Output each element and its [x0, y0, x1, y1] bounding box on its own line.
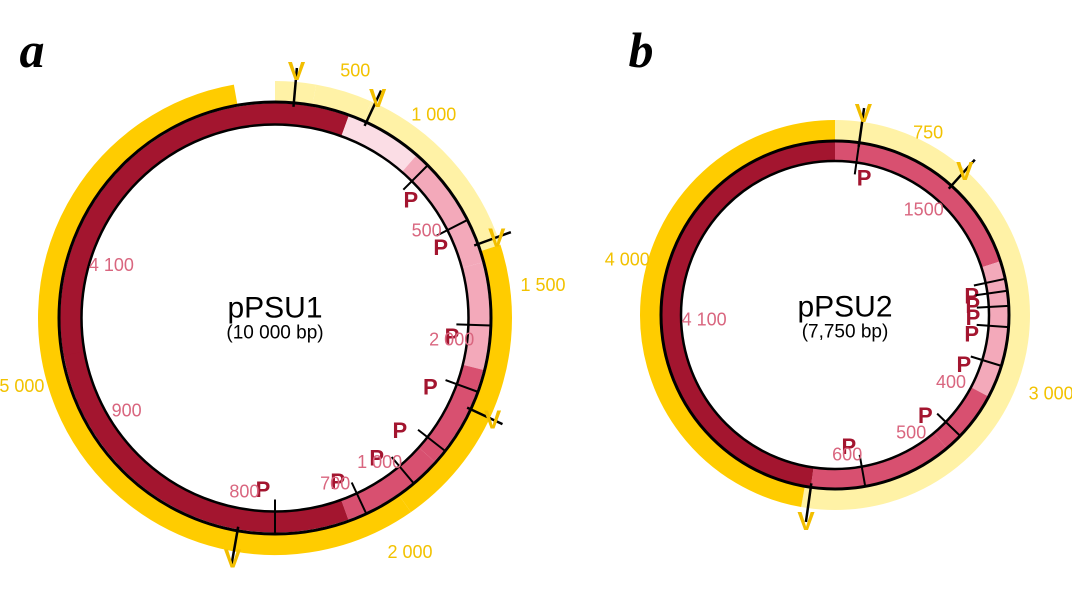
p-site-label: P: [433, 235, 448, 260]
p-site-tick: [445, 379, 479, 393]
plasmid-size: (10 000 bp): [226, 323, 323, 344]
inner-ring-segment: [340, 116, 416, 173]
inner-segment-label: 4 100: [682, 310, 727, 330]
p-site-label: P: [841, 434, 856, 459]
v-site-label: V: [797, 506, 815, 536]
inner-ring-segment: [461, 262, 490, 370]
v-site-tick: [947, 158, 976, 190]
v-site-tick: [857, 107, 866, 147]
outer-segment-label: 500: [340, 61, 370, 81]
inner-ring-segment: [274, 499, 349, 533]
inner-segment-label: 900: [112, 401, 142, 421]
p-site-label: P: [964, 322, 979, 347]
p-site-tick: [390, 456, 415, 485]
v-site-tick: [804, 483, 813, 523]
inner-segment-label: 500: [896, 422, 926, 442]
v-site-label: V: [956, 156, 974, 186]
v-site-tick: [473, 230, 512, 247]
inner-segment-label: 600: [832, 445, 862, 465]
plasmid-size: (7,750 bp): [802, 322, 889, 343]
v-site-label: V: [488, 222, 506, 252]
outer-ring-segment: [640, 120, 836, 508]
panel-letter: b: [629, 22, 654, 78]
p-site-label: P: [857, 166, 872, 191]
p-site-label: P: [965, 293, 980, 318]
plasmid-name: pPSU1: [227, 292, 322, 325]
panel-letter: a: [20, 22, 45, 78]
inner-ring-segment: [661, 141, 836, 488]
inner-segment-label: 500: [412, 221, 442, 241]
p-site-label: P: [956, 352, 971, 377]
outer-ring-segment: [312, 84, 372, 122]
inner-ring-segment: [418, 364, 484, 462]
v-site-label: V: [369, 83, 387, 113]
v-site-label: V: [855, 98, 873, 128]
p-site-tick: [976, 323, 1009, 329]
p-site-tick: [970, 355, 1002, 367]
p-site-label: P: [918, 403, 933, 428]
p-site-tick: [417, 428, 446, 452]
p-site-label: P: [369, 446, 384, 471]
outer-segment-label: 1 500: [520, 275, 565, 295]
inner-ring-segment: [810, 432, 947, 489]
inner-segment-label: 800: [229, 481, 259, 501]
v-site-tick: [230, 526, 240, 566]
inner-segment-label: 400: [936, 372, 966, 392]
inner-ring-segment: [834, 141, 1001, 268]
p-site-label: P: [445, 324, 460, 349]
p-site-tick: [436, 219, 468, 237]
inner-ring-segment: [933, 387, 989, 449]
outer-ring-segment: [362, 101, 501, 252]
outer-ring-segment: [38, 84, 411, 555]
inner-segment-label: 4 100: [89, 255, 134, 275]
p-site-tick: [402, 164, 429, 191]
plasmid-backbone: [659, 139, 1011, 491]
inner-segment-label: 700: [320, 473, 350, 493]
p-site-tick: [456, 323, 491, 327]
outer-segment-label: 3 000: [1029, 384, 1072, 404]
p-site-tick: [975, 289, 1008, 297]
outer-ring-segment: [801, 170, 1030, 510]
p-site-tick: [853, 142, 861, 175]
outer-segment-label: 5 000: [0, 376, 44, 396]
v-site-label: V: [484, 404, 502, 434]
p-site-tick: [858, 454, 867, 487]
p-site-tick: [973, 277, 1006, 287]
p-site-label: P: [256, 477, 271, 502]
outer-ring-segment: [398, 244, 512, 513]
p-site-label: P: [403, 187, 418, 212]
v-site-label: V: [224, 543, 242, 573]
outer-segment-label: 750: [913, 122, 943, 142]
inner-ring-segment: [970, 261, 1009, 397]
p-site-tick: [976, 304, 1009, 309]
inner-segment-label: 1 000: [357, 452, 402, 472]
outer-segment-label: 2 000: [387, 542, 432, 562]
p-site-label: P: [964, 283, 979, 308]
inner-ring-segment: [341, 447, 435, 520]
p-site-tick: [350, 482, 368, 515]
p-site-label: P: [423, 375, 438, 400]
inner-segment-label: 1500: [904, 199, 944, 219]
v-site-tick: [292, 67, 299, 107]
outer-segment-label: 4 000: [605, 249, 650, 269]
inner-segment-label: 2 000: [429, 330, 474, 350]
plasmid-name: pPSU2: [797, 291, 892, 324]
outer-segment-label: 1 000: [411, 105, 456, 125]
outer-ring-segment: [834, 120, 966, 186]
v-site-tick: [466, 406, 504, 426]
p-site-tick: [936, 412, 961, 437]
p-site-label: P: [392, 418, 407, 443]
inner-edge: [679, 159, 991, 471]
p-site-label: P: [966, 305, 981, 330]
v-site-label: V: [288, 56, 306, 86]
v-site-tick: [363, 89, 383, 127]
p-site-label: P: [330, 469, 345, 494]
inner-ring-segment: [401, 156, 483, 269]
inner-ring-segment: [60, 103, 349, 356]
